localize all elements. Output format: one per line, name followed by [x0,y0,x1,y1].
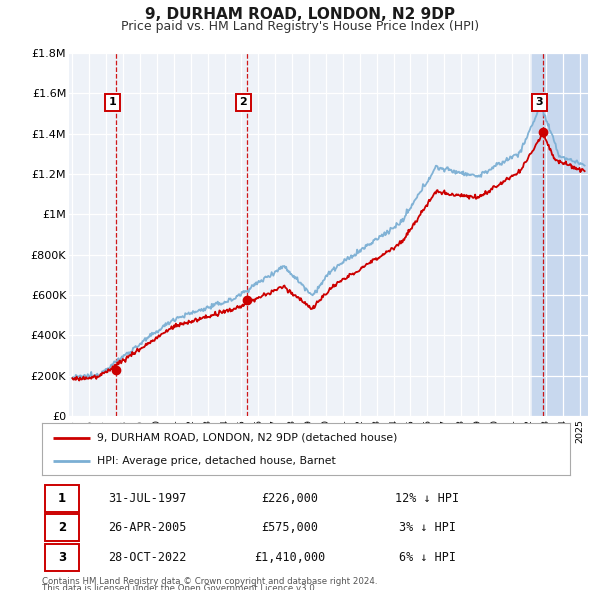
Text: 6% ↓ HPI: 6% ↓ HPI [399,552,456,565]
Text: 2: 2 [58,520,66,534]
Text: 26-APR-2005: 26-APR-2005 [109,520,187,534]
Text: 1: 1 [109,97,116,107]
Text: £226,000: £226,000 [262,492,319,505]
Text: 1: 1 [58,492,66,505]
Text: 9, DURHAM ROAD, LONDON, N2 9DP: 9, DURHAM ROAD, LONDON, N2 9DP [145,7,455,22]
Text: This data is licensed under the Open Government Licence v3.0.: This data is licensed under the Open Gov… [42,584,317,590]
Text: 3: 3 [58,552,66,565]
FancyBboxPatch shape [45,514,79,540]
Bar [532,53,588,416]
Text: £575,000: £575,000 [262,520,319,534]
Text: 12% ↓ HPI: 12% ↓ HPI [395,492,460,505]
Text: 2: 2 [239,97,247,107]
Text: Price paid vs. HM Land Registry's House Price Index (HPI): Price paid vs. HM Land Registry's House … [121,20,479,33]
Text: £1,410,000: £1,410,000 [254,552,326,565]
FancyBboxPatch shape [45,485,79,512]
Text: 3% ↓ HPI: 3% ↓ HPI [399,520,456,534]
FancyBboxPatch shape [45,545,79,571]
Text: Contains HM Land Registry data © Crown copyright and database right 2024.: Contains HM Land Registry data © Crown c… [42,577,377,586]
Text: 3: 3 [535,97,543,107]
Text: 9, DURHAM ROAD, LONDON, N2 9DP (detached house): 9, DURHAM ROAD, LONDON, N2 9DP (detached… [97,432,398,442]
Text: 28-OCT-2022: 28-OCT-2022 [109,552,187,565]
Text: HPI: Average price, detached house, Barnet: HPI: Average price, detached house, Barn… [97,457,336,467]
Text: 31-JUL-1997: 31-JUL-1997 [109,492,187,505]
